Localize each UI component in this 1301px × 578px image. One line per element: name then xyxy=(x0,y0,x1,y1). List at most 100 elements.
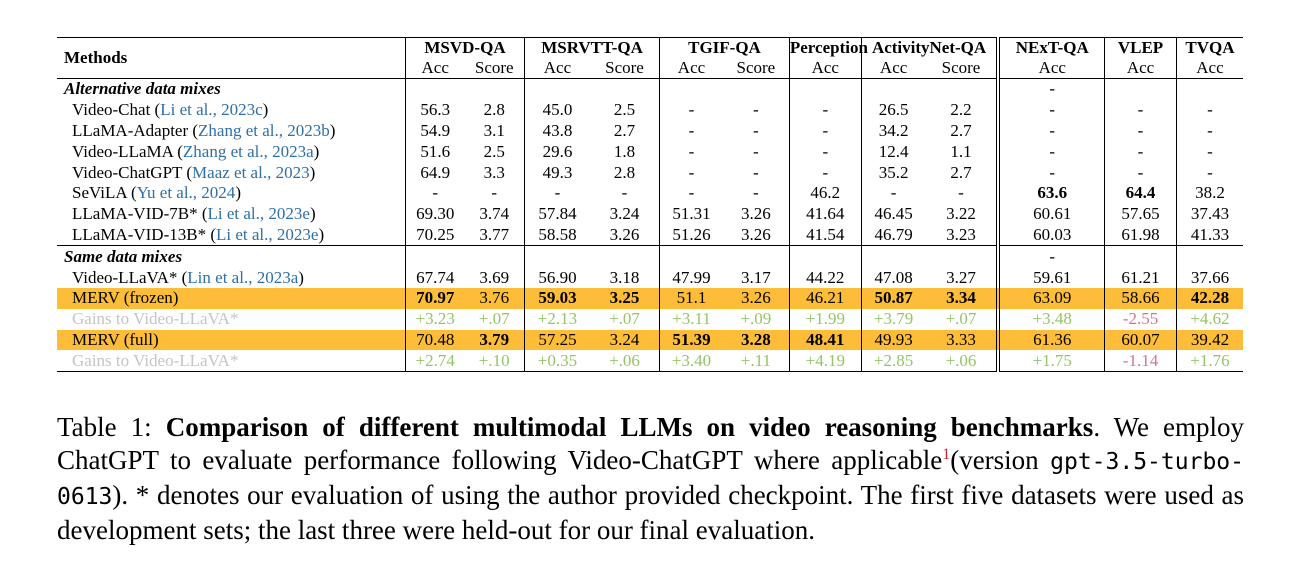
table-cell: 51.39 xyxy=(659,329,723,351)
method-cell: Video-LLaVA* (Lin et al., 2023a) xyxy=(72,267,304,287)
table-cell: 61.36 xyxy=(996,329,1105,351)
method-cell: LLaMA-VID-7B* (Li et al., 2023e) xyxy=(72,204,316,224)
table-cell: +.07 xyxy=(478,309,510,329)
method-cell: Gains to Video-LLaVA* xyxy=(57,309,405,330)
table-cell xyxy=(404,77,465,100)
table-cell: 60.03 xyxy=(996,224,1105,246)
method-name: MERV (full) xyxy=(72,329,159,349)
table-cell: 3.28 xyxy=(722,329,790,351)
table-cell: 69.30 xyxy=(404,203,465,225)
table-cell xyxy=(523,77,590,100)
table-cell: 46.79 xyxy=(860,224,926,246)
footnote-marker[interactable]: 1 xyxy=(942,446,951,463)
table-cell xyxy=(589,245,660,268)
table-cell: 34.2 xyxy=(860,120,926,142)
table-cell: - xyxy=(659,120,723,142)
table-cell: - xyxy=(753,183,759,203)
table-cell: 3.24 xyxy=(609,204,640,224)
table-cell: - xyxy=(996,141,1105,163)
method-name: Video-LLaVA* xyxy=(72,267,178,287)
table-cell: 3.27 xyxy=(946,267,976,287)
table-cell: 3.24 xyxy=(589,329,660,351)
section-row: Alternative data mixes - xyxy=(57,77,1243,100)
citation-link[interactable]: Li et al., 2023c xyxy=(160,100,263,120)
method-name: Video-LLaMA xyxy=(72,141,173,161)
citation-link[interactable]: Maaz et al., 2023 xyxy=(192,162,310,182)
table-cell: 3.17 xyxy=(740,267,771,287)
method-cell: SeViLA (Yu et al., 2024) xyxy=(72,183,241,203)
table-cell: 51.6 xyxy=(404,141,465,163)
table-cell: 3.26 xyxy=(740,204,771,224)
table-caption: Table 1: Comparison of different multimo… xyxy=(57,411,1244,547)
table-cell: 56.90 xyxy=(523,267,590,288)
table-cell: - xyxy=(1175,120,1243,142)
method-cell: Video-LLaMA (Zhang et al., 2023a) xyxy=(72,141,320,161)
table-cell: 51.31 xyxy=(659,203,723,225)
table-cell: 70.48 xyxy=(404,329,465,351)
method-cell: MERV (full) xyxy=(57,329,406,351)
citation-link[interactable]: Li et al., 2023e xyxy=(216,224,319,244)
method-name: MERV (frozen) xyxy=(72,288,179,308)
table-cell: - xyxy=(659,99,723,121)
table-cell: 63.6 xyxy=(996,182,1105,204)
table-row: LLaMA-VID-7B* (Li et al., 2023e) 69.30 3.7… xyxy=(57,203,1243,225)
sub-header: Acc xyxy=(860,58,926,79)
table-cell xyxy=(659,245,723,268)
group-header: NExT-QA xyxy=(996,37,1105,58)
table-cell: 2.5 xyxy=(613,100,636,120)
citation-link[interactable]: Yu et al., 2024 xyxy=(136,183,236,203)
table-cell: - xyxy=(523,182,590,204)
citation-link[interactable]: Li et al., 2023e xyxy=(207,204,310,224)
table-cell: - xyxy=(1104,141,1177,163)
table-cell: 2.5 xyxy=(483,141,505,161)
table-cell: 3.79 xyxy=(464,329,525,351)
table-cell: +3.11 xyxy=(659,308,723,330)
table-cell: +3.23 xyxy=(404,308,465,330)
table-cell: - xyxy=(621,183,628,203)
table-cell: 2.8 xyxy=(483,100,505,120)
table-cell: - xyxy=(404,182,465,204)
table-cell: 64.4 xyxy=(1104,182,1177,204)
table-cell: 63.09 xyxy=(996,287,1105,309)
citation-link[interactable]: Zhang et al., 2023b xyxy=(198,120,330,140)
group-header: MSRVTT-QA xyxy=(523,37,660,58)
citation-link[interactable]: Zhang et al., 2023a xyxy=(182,141,314,161)
caption-text: (version xyxy=(950,445,1051,475)
table-cell: 56.3 xyxy=(404,99,465,121)
table-cell: 44.22 xyxy=(788,267,862,288)
table-cell: 46.21 xyxy=(788,287,862,309)
table-row: Video-LLaVA* (Lin et al., 2023a) 67.74 3.6… xyxy=(57,267,1243,288)
table-cell: 60.07 xyxy=(1104,329,1177,351)
table-cell: 57.84 xyxy=(523,203,590,225)
table-cell: 57.65 xyxy=(1104,203,1177,225)
citation-link[interactable]: Lin et al., 2023a xyxy=(187,267,299,287)
table-cell: 64.9 xyxy=(404,162,465,183)
table-cell: -1.14 xyxy=(1104,350,1177,373)
method-name: Gains to Video-LLaVA* xyxy=(72,309,239,329)
table-cell: 3.77 xyxy=(479,224,510,244)
table-row: Video-ChatGPT (Maaz et al., 2023) 64.9 3.3… xyxy=(57,162,1243,183)
table-cell: 38.2 xyxy=(1175,182,1243,204)
method-name: SeViLA xyxy=(72,183,127,203)
table-cell: 37.43 xyxy=(1175,203,1243,225)
table-cell: - xyxy=(996,120,1105,142)
table-cell xyxy=(464,77,525,100)
table-cell: 3.26 xyxy=(740,224,771,244)
table-cell xyxy=(404,245,465,268)
table-cell: - xyxy=(1104,162,1177,183)
table-cell xyxy=(925,77,999,100)
table-cell xyxy=(464,245,525,268)
table-cell: 59.61 xyxy=(996,267,1105,288)
table-cell: 3.23 xyxy=(946,224,976,244)
table-cell: +4.19 xyxy=(788,350,862,373)
table-cell: 50.87 xyxy=(860,287,926,309)
group-header: ActivityNet-QA xyxy=(860,37,999,58)
method-cell: MERV (frozen) xyxy=(57,287,406,309)
table-cell: - xyxy=(996,99,1105,121)
table-cell: - xyxy=(1175,99,1243,121)
table-cell: +1.99 xyxy=(788,308,862,330)
table-cell: 37.66 xyxy=(1175,267,1243,288)
group-header: MSVD-QA xyxy=(404,37,525,58)
table-cell: 47.08 xyxy=(860,267,926,288)
group-header: Perception xyxy=(788,37,868,58)
